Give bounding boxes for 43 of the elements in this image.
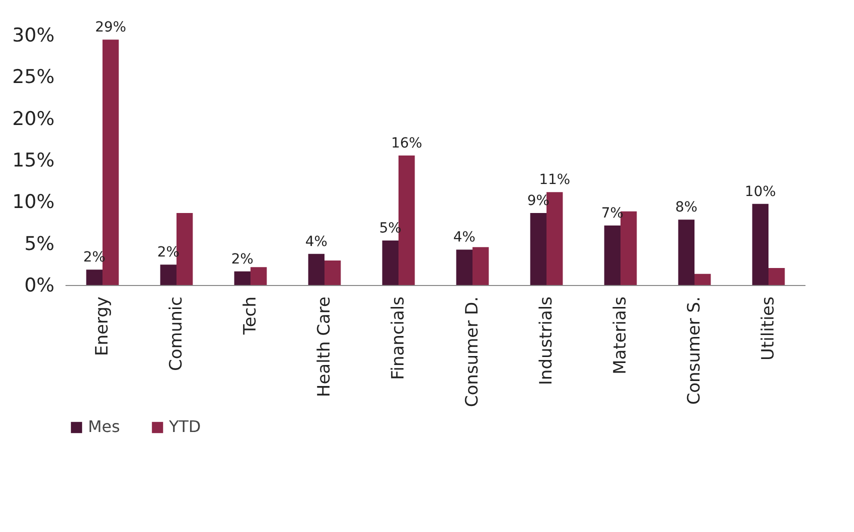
x-tick-label: Utilities: [758, 296, 778, 360]
x-tick-label: Health Care: [314, 296, 334, 398]
bar: [694, 274, 711, 286]
y-tick-label: 20%: [12, 108, 55, 130]
bar: [234, 271, 250, 286]
bar: [752, 204, 768, 286]
y-tick-label: 5%: [24, 232, 55, 255]
data-label: 29%: [95, 20, 126, 36]
data-label: 2%: [231, 251, 254, 268]
bar: [382, 240, 398, 286]
bar: [768, 268, 785, 286]
x-tick-label: Energy: [92, 296, 112, 356]
bar: [250, 267, 267, 286]
legend-label: YTD: [168, 417, 201, 436]
x-tick-label: Materials: [610, 296, 630, 374]
data-label: 4%: [453, 230, 476, 246]
bar: [456, 250, 472, 286]
bar: [472, 247, 489, 286]
x-tick-label: Consumer S.: [684, 296, 704, 405]
bar: [324, 260, 341, 286]
legend-label: Mes: [88, 417, 120, 436]
x-tick-label: Industrials: [536, 296, 556, 386]
bar: [86, 270, 102, 286]
bar: [678, 220, 694, 286]
bar: [160, 264, 176, 286]
data-label: 7%: [601, 206, 624, 222]
data-label: 11%: [539, 172, 570, 188]
y-tick-label: 25%: [12, 66, 55, 88]
bar: [308, 254, 324, 286]
x-tick-label: Comunic: [166, 296, 186, 371]
bar: [604, 226, 620, 286]
bar: [530, 213, 546, 286]
y-tick-label: 30%: [12, 24, 55, 46]
y-tick-label: 10%: [12, 191, 55, 214]
x-tick-label: Tech: [240, 296, 260, 336]
data-label: 16%: [391, 136, 422, 152]
x-tick-label: Consumer D.: [462, 296, 482, 408]
data-label: 10%: [744, 184, 776, 200]
data-label: 8%: [675, 200, 698, 216]
y-tick-label: 15%: [12, 150, 55, 172]
data-label: 4%: [305, 234, 328, 250]
y-tick-label: 0%: [24, 274, 55, 296]
x-tick-label: Financials: [388, 296, 408, 380]
